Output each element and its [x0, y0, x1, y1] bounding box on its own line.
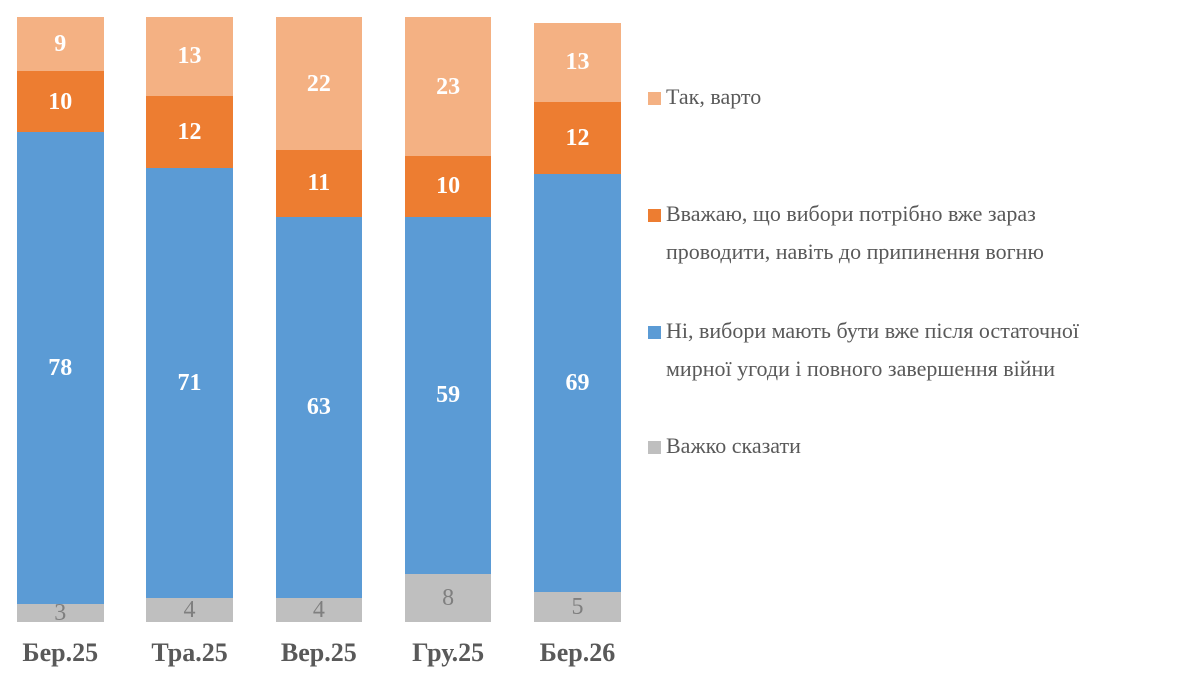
segment-value-label: 23 [436, 73, 461, 100]
bar-segment-series2: 10 [17, 71, 104, 132]
x-axis-label: Бер.25 [22, 638, 99, 667]
segment-value-label: 11 [307, 170, 331, 197]
segment-value-label: 71 [177, 370, 202, 396]
legend-label: Важко сказати [666, 433, 801, 458]
segment-value-label: 63 [306, 394, 331, 421]
legend-swatch-icon [648, 441, 661, 454]
segment-value-label: 8 [442, 584, 455, 611]
x-axis-label: Вер.25 [280, 638, 357, 667]
x-axis-label: Бер.26 [539, 638, 616, 667]
segment-value-label: 78 [48, 354, 73, 381]
x-axis: Бер.25 Тра.25 Вер.25 Гру.25 Бер.26 [0, 638, 660, 678]
bar-Вер.25: 22 11 63 4 [275, 17, 363, 623]
legend-item-series3: Ні, вибори мають бути вже після остаточн… [648, 312, 1116, 388]
legend-swatch-icon [648, 92, 661, 105]
bar-segment-series2: 10 [404, 156, 492, 217]
segment-value-label: 13 [565, 49, 590, 76]
segment-value-label: 12 [565, 125, 590, 151]
bar-segment-series1: 22 [275, 17, 363, 151]
bar-segment-series2: 11 [275, 150, 363, 217]
bar-segment-series4: 8 [404, 573, 492, 622]
segment-value-label: 4 [312, 596, 325, 623]
bar-segment-series1: 13 [534, 23, 621, 102]
legend-item-series2: Вважаю, що вибори потрібно вже зараз про… [648, 195, 1116, 271]
legend-swatch-icon [648, 326, 661, 339]
bar-segment-series4: 3 [17, 599, 104, 626]
bar-Бер.26: 13 12 69 5 [534, 23, 621, 622]
legend-swatch-icon [648, 209, 661, 222]
segment-value-label: 69 [565, 370, 590, 397]
bar-Гру.25: 23 10 59 8 [404, 17, 492, 622]
bar-segment-series3: 78 [17, 131, 104, 604]
legend: Так, варто Вважаю, що вибори потрібно вже… [648, 0, 1199, 697]
plot-area: 9 10 78 3 13 12 71 4 22 11 63 4 23 10 59 8 13 12 69 5 [0, 0, 660, 626]
bar-segment-series3: 71 [146, 168, 233, 598]
legend-item-series4: Важко сказати [648, 427, 1116, 465]
segment-value-label: 3 [54, 599, 67, 626]
segment-value-label: 10 [436, 173, 461, 200]
segment-value-label: 12 [177, 118, 202, 145]
segment-value-label: 4 [183, 596, 196, 623]
segment-value-label: 9 [54, 31, 67, 58]
legend-label: Ні, вибори мають бути вже після остаточн… [666, 318, 1079, 381]
bar-segment-series3: 63 [275, 216, 363, 598]
segment-value-label: 59 [436, 382, 461, 409]
segment-value-label: 22 [306, 70, 331, 97]
bar-segment-series3: 69 [534, 174, 621, 592]
bar-Тра.25: 13 12 71 4 [146, 17, 233, 622]
segment-value-label: 13 [177, 43, 202, 70]
bar-segment-series4: 5 [534, 591, 621, 622]
x-axis-label: Тра.25 [151, 638, 228, 667]
segment-value-label: 10 [48, 88, 73, 115]
bar-segment-series3: 59 [404, 216, 492, 574]
bar-segment-series2: 12 [146, 95, 233, 169]
bar-segment-series2: 12 [534, 101, 621, 175]
legend-label: Так, варто [666, 84, 762, 109]
bar-Бер.25: 9 10 78 3 [17, 17, 104, 626]
legend-item-series1: Так, варто [648, 78, 1116, 116]
bar-segment-series4: 4 [275, 596, 363, 623]
segment-value-label: 5 [571, 593, 584, 620]
legend-label: Вважаю, що вибори потрібно вже зараз про… [666, 201, 1044, 264]
bar-segment-series4: 4 [146, 596, 233, 623]
bar-segment-series1: 23 [404, 17, 492, 157]
bar-segment-series1: 9 [17, 17, 104, 72]
bar-segment-series1: 13 [146, 17, 233, 96]
x-axis-label: Гру.25 [412, 638, 485, 667]
